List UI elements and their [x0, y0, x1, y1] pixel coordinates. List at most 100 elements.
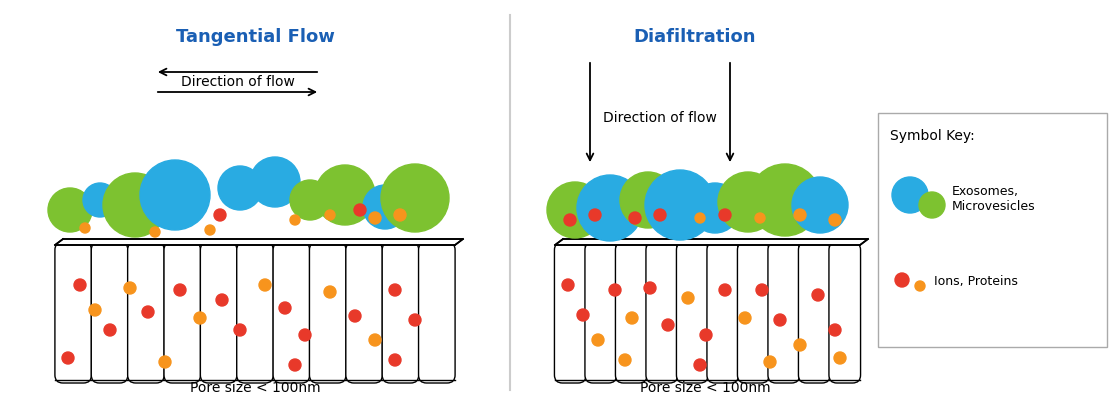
- Circle shape: [915, 281, 925, 291]
- Circle shape: [381, 164, 449, 232]
- Circle shape: [259, 279, 271, 291]
- Circle shape: [792, 177, 848, 233]
- Circle shape: [250, 157, 300, 207]
- Circle shape: [104, 324, 116, 336]
- Circle shape: [892, 177, 928, 213]
- Circle shape: [645, 170, 715, 240]
- Circle shape: [389, 284, 401, 296]
- FancyBboxPatch shape: [310, 242, 346, 383]
- Circle shape: [216, 294, 228, 306]
- FancyBboxPatch shape: [419, 242, 456, 383]
- Circle shape: [718, 172, 778, 232]
- FancyBboxPatch shape: [878, 113, 1107, 347]
- Circle shape: [369, 212, 381, 224]
- Circle shape: [625, 312, 638, 324]
- FancyBboxPatch shape: [799, 242, 830, 383]
- Circle shape: [279, 302, 291, 314]
- Circle shape: [547, 182, 603, 238]
- Circle shape: [662, 319, 674, 331]
- Circle shape: [682, 292, 694, 304]
- Circle shape: [755, 213, 765, 223]
- FancyBboxPatch shape: [346, 242, 382, 383]
- Circle shape: [218, 166, 262, 210]
- Circle shape: [577, 309, 589, 321]
- FancyBboxPatch shape: [382, 242, 419, 383]
- Text: Direction of flow: Direction of flow: [603, 111, 717, 125]
- Text: Tangential Flow: Tangential Flow: [176, 28, 334, 46]
- Circle shape: [700, 329, 712, 341]
- Circle shape: [349, 310, 361, 322]
- Circle shape: [299, 329, 311, 341]
- Circle shape: [620, 172, 675, 228]
- Circle shape: [764, 356, 775, 368]
- Circle shape: [834, 352, 845, 364]
- FancyBboxPatch shape: [738, 242, 769, 383]
- Circle shape: [749, 164, 821, 236]
- Circle shape: [62, 352, 74, 364]
- Circle shape: [389, 354, 401, 366]
- Circle shape: [829, 324, 841, 336]
- Circle shape: [194, 312, 206, 324]
- Text: Direction of flow: Direction of flow: [181, 75, 294, 89]
- Circle shape: [644, 282, 655, 294]
- Circle shape: [289, 359, 301, 371]
- Circle shape: [812, 289, 824, 301]
- FancyBboxPatch shape: [829, 242, 861, 383]
- Polygon shape: [56, 239, 463, 245]
- FancyBboxPatch shape: [645, 242, 678, 383]
- Circle shape: [695, 213, 705, 223]
- Circle shape: [290, 180, 330, 220]
- Circle shape: [895, 273, 909, 287]
- Circle shape: [794, 339, 805, 351]
- Circle shape: [89, 304, 101, 316]
- FancyBboxPatch shape: [615, 242, 647, 383]
- Polygon shape: [556, 239, 868, 245]
- FancyBboxPatch shape: [273, 242, 310, 383]
- Circle shape: [142, 306, 154, 318]
- FancyBboxPatch shape: [677, 242, 708, 383]
- FancyBboxPatch shape: [54, 242, 91, 383]
- Circle shape: [577, 175, 643, 241]
- Circle shape: [174, 284, 186, 296]
- Circle shape: [324, 286, 336, 298]
- Text: Pore size < 100nm: Pore size < 100nm: [640, 381, 770, 395]
- FancyBboxPatch shape: [584, 242, 617, 383]
- Circle shape: [290, 215, 300, 225]
- Circle shape: [592, 334, 604, 346]
- Circle shape: [719, 209, 731, 221]
- Circle shape: [83, 183, 117, 217]
- Circle shape: [739, 312, 751, 324]
- Circle shape: [564, 214, 575, 226]
- Circle shape: [103, 173, 167, 237]
- FancyBboxPatch shape: [164, 242, 201, 383]
- FancyBboxPatch shape: [768, 242, 800, 383]
- Circle shape: [755, 284, 768, 296]
- Circle shape: [629, 212, 641, 224]
- Text: Symbol Key:: Symbol Key:: [890, 129, 974, 143]
- Circle shape: [214, 209, 226, 221]
- Circle shape: [316, 165, 376, 225]
- Circle shape: [794, 209, 805, 221]
- Circle shape: [124, 282, 136, 294]
- FancyBboxPatch shape: [707, 242, 739, 383]
- Circle shape: [369, 334, 381, 346]
- Circle shape: [150, 227, 160, 237]
- Circle shape: [619, 354, 631, 366]
- Circle shape: [74, 279, 86, 291]
- Circle shape: [829, 214, 841, 226]
- Circle shape: [409, 314, 421, 326]
- Circle shape: [159, 356, 171, 368]
- Circle shape: [206, 225, 216, 235]
- Text: Exosomes,
Microvesicles: Exosomes, Microvesicles: [952, 185, 1035, 213]
- Circle shape: [363, 185, 407, 229]
- Circle shape: [690, 183, 740, 233]
- Circle shape: [354, 204, 366, 216]
- FancyBboxPatch shape: [128, 242, 164, 383]
- Circle shape: [80, 223, 90, 233]
- Circle shape: [234, 324, 246, 336]
- Text: Ions, Proteins: Ions, Proteins: [934, 275, 1018, 288]
- FancyBboxPatch shape: [200, 242, 237, 383]
- Text: Diafiltration: Diafiltration: [633, 28, 757, 46]
- Text: Pore size < 100nm: Pore size < 100nm: [190, 381, 320, 395]
- FancyBboxPatch shape: [91, 242, 128, 383]
